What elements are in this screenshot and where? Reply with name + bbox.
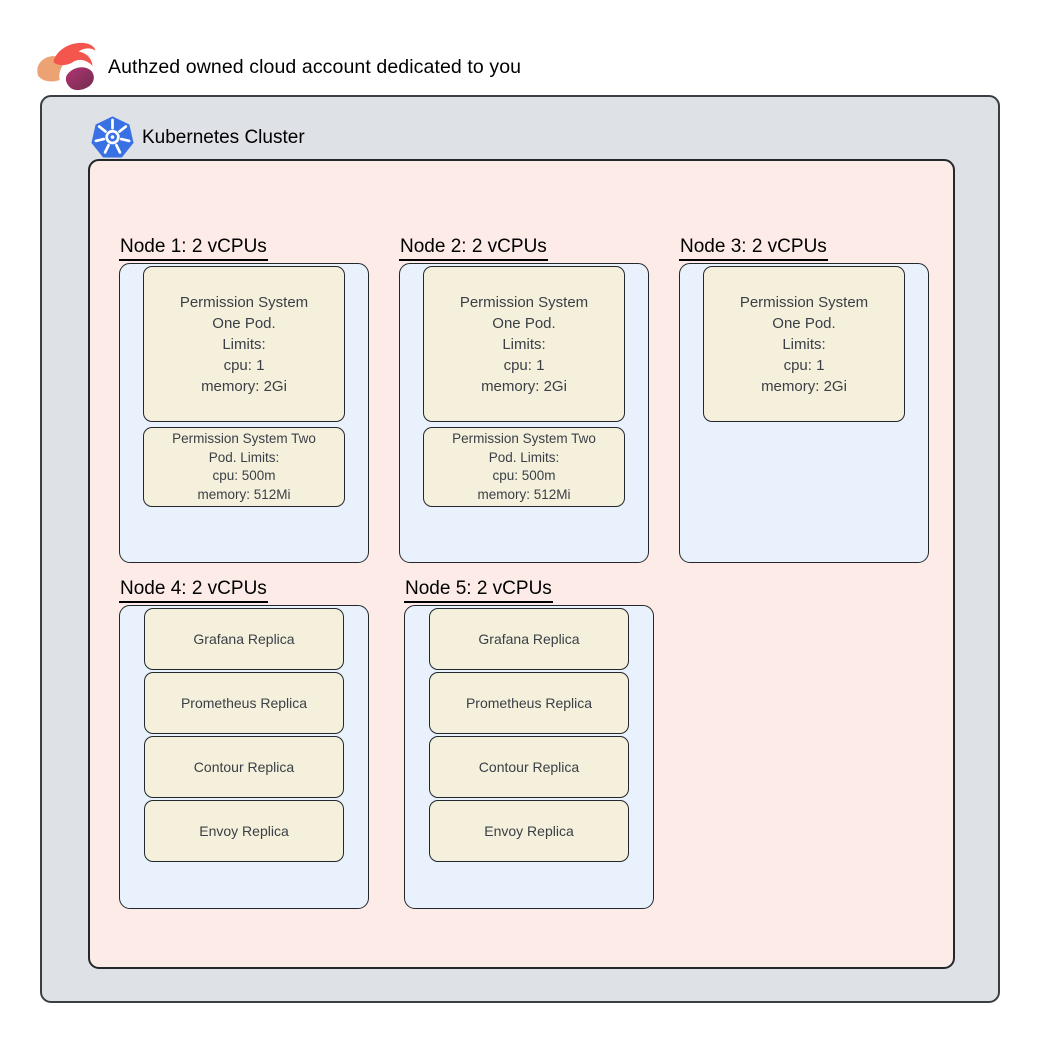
pod-box: Contour Replica <box>429 736 629 798</box>
authzed-logo-icon <box>37 42 96 91</box>
node-group: Node 3: 2 vCPUs Permission System One Pod.… <box>679 235 929 563</box>
pod-text-line: Permission System <box>739 293 869 311</box>
pod-text-line: Permission System <box>459 293 589 311</box>
node-group: Node 1: 2 vCPUs Permission System One Pod.… <box>119 235 369 563</box>
pod-box: Envoy Replica <box>144 800 344 862</box>
node-label: Node 5: 2 vCPUs <box>404 577 553 603</box>
kubernetes-logo-icon <box>91 116 134 158</box>
pod-box: Grafana Replica <box>429 608 629 670</box>
pod-text-line: Pod. Limits: <box>208 449 280 465</box>
pod-text-line: Limits: <box>502 335 546 353</box>
pod-box: Permission System Two Pod. Limits: cpu: 50… <box>423 427 625 507</box>
node-box: Permission System One Pod. Limits: cpu: 1 me… <box>119 263 369 563</box>
pod-text-line: Prometheus Replica <box>465 695 593 711</box>
pod-text-line: memory: 2Gi <box>201 377 287 395</box>
pod-text-line: One Pod. <box>212 314 276 332</box>
node-box: Grafana Replica Prometheus Replica Contour… <box>404 605 654 909</box>
pod-text-line: Limits: <box>782 335 826 353</box>
account-title: Authzed owned cloud account dedicated to… <box>108 55 522 78</box>
pod-box: Envoy Replica <box>429 800 629 862</box>
pod-text-line: Permission System <box>179 293 309 311</box>
pod-box: Prometheus Replica <box>429 672 629 734</box>
pod-text-line: memory: 512Mi <box>477 486 571 502</box>
node-group: Node 5: 2 vCPUs Grafana Replica Prometheus… <box>404 577 654 909</box>
pod-text-line: cpu: 1 <box>783 356 825 374</box>
pod-box: Prometheus Replica <box>144 672 344 734</box>
kubernetes-cluster-box: Node 1: 2 vCPUs Permission System One Pod.… <box>88 159 955 969</box>
pod-text-line: memory: 2Gi <box>761 377 847 395</box>
pod-box: Contour Replica <box>144 736 344 798</box>
pod-text-line: cpu: 1 <box>223 356 265 374</box>
cluster-header: Kubernetes Cluster <box>90 115 305 161</box>
node-label: Node 4: 2 vCPUs <box>119 577 268 603</box>
pod-text-line: memory: 512Mi <box>197 486 291 502</box>
pod-text-line: One Pod. <box>772 314 836 332</box>
account-header: Authzed owned cloud account dedicated to… <box>36 40 521 94</box>
pod-text-line: cpu: 500m <box>492 468 556 483</box>
pod-text-line: Prometheus Replica <box>180 695 308 711</box>
pod-text-line: Contour Replica <box>478 759 580 775</box>
pod-text-line: cpu: 1 <box>503 356 545 374</box>
node-label: Node 1: 2 vCPUs <box>119 235 268 261</box>
pod-text-line: memory: 2Gi <box>481 377 567 395</box>
pod-text-line: Pod. Limits: <box>488 449 560 465</box>
node-label: Node 3: 2 vCPUs <box>679 235 828 261</box>
pod-text-line: Envoy Replica <box>484 823 574 839</box>
pod-text-line: Contour Replica <box>193 759 295 775</box>
pod-box: Permission System One Pod. Limits: cpu: 1 me… <box>703 266 905 422</box>
pod-box: Permission System Two Pod. Limits: cpu: 50… <box>143 427 345 507</box>
cloud-account-box: Node 1: 2 vCPUs Permission System One Pod.… <box>40 95 1000 1003</box>
pod-box: Permission System One Pod. Limits: cpu: 1 me… <box>423 266 625 422</box>
pod-text-line: One Pod. <box>492 314 556 332</box>
node-box: Permission System One Pod. Limits: cpu: 1 me… <box>679 263 929 563</box>
cluster-title: Kubernetes Cluster <box>142 127 305 148</box>
pod-text-line: cpu: 500m <box>212 468 276 483</box>
node-label: Node 2: 2 vCPUs <box>399 235 548 261</box>
pod-text-line: Permission System Two <box>172 431 316 446</box>
pod-text-line: Permission System Two <box>452 431 596 446</box>
node-group: Node 4: 2 vCPUs Grafana Replica Prometheus… <box>119 577 369 909</box>
pod-text-line: Limits: <box>222 335 266 353</box>
node-group: Node 2: 2 vCPUs Permission System One Pod.… <box>399 235 649 563</box>
pod-text-line: Grafana Replica <box>478 631 580 647</box>
pod-text-line: Envoy Replica <box>199 823 289 839</box>
pod-box: Grafana Replica <box>144 608 344 670</box>
node-box: Permission System One Pod. Limits: cpu: 1 me… <box>399 263 649 563</box>
pod-text-line: Grafana Replica <box>193 631 295 647</box>
pod-box: Permission System One Pod. Limits: cpu: 1 me… <box>143 266 345 422</box>
node-box: Grafana Replica Prometheus Replica Contour… <box>119 605 369 909</box>
